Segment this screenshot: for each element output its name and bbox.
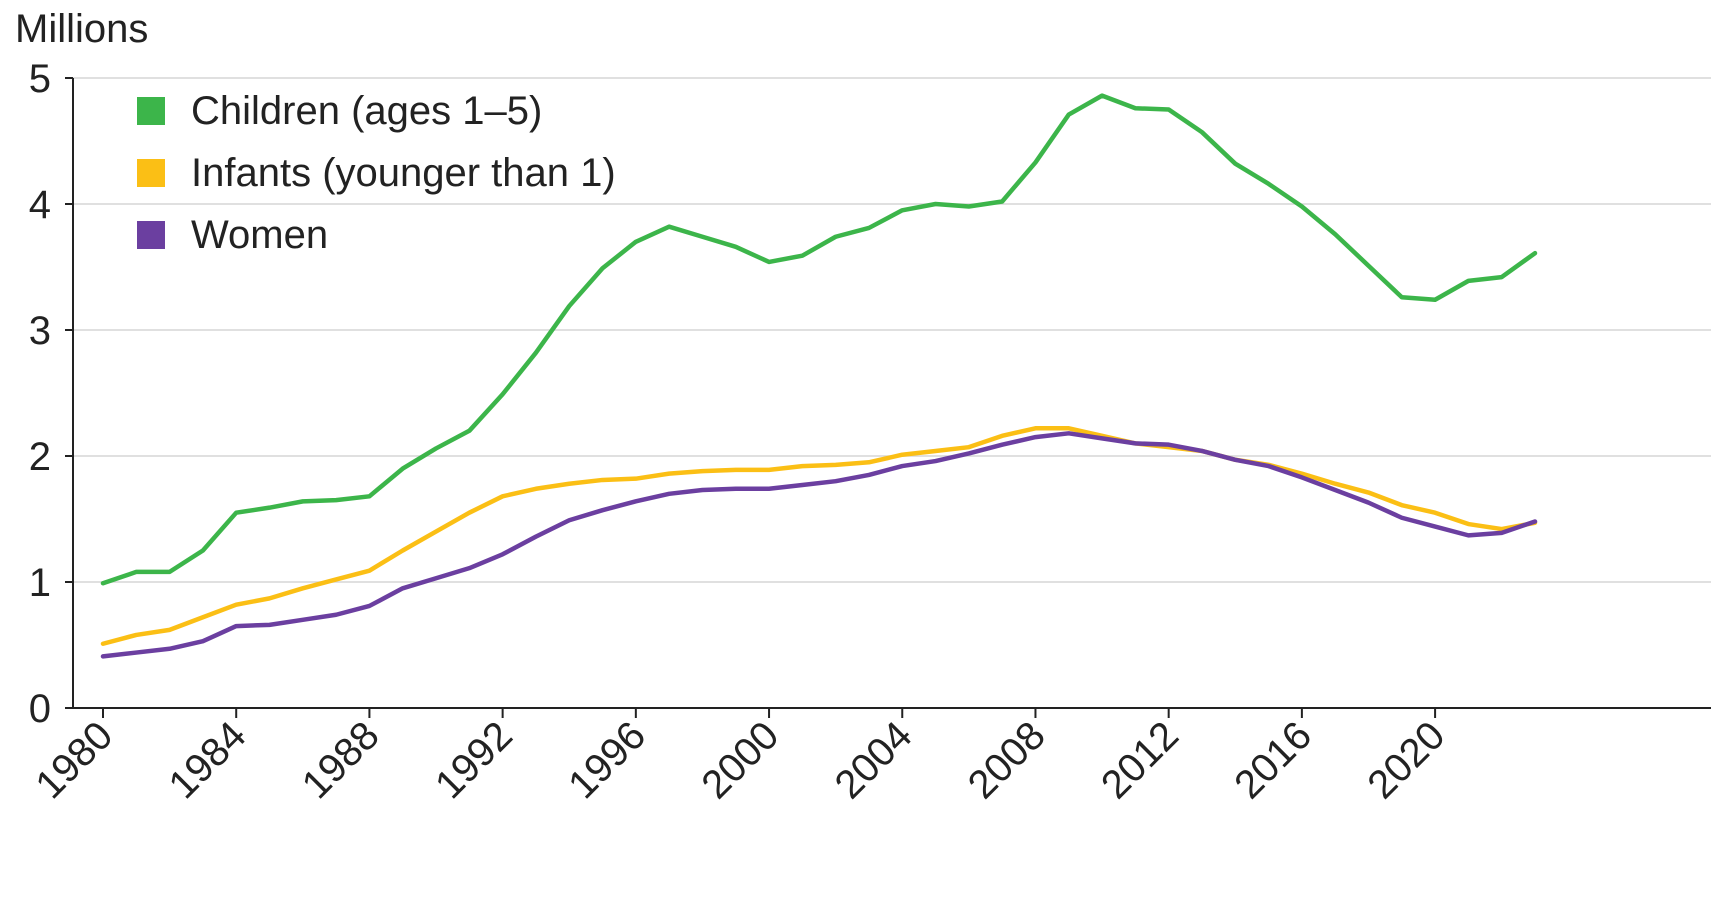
series-lines (100, 93, 1538, 659)
x-tick-label: 2000 (693, 713, 787, 807)
y-tick-label: 0 (29, 687, 51, 731)
legend-swatch-2 (137, 221, 165, 249)
legend-label-0: Children (ages 1–5) (191, 89, 542, 133)
legend-swatch-0 (137, 97, 165, 125)
y-tick-label: 5 (29, 57, 51, 101)
x-tick-label: 2016 (1226, 713, 1320, 807)
legend-label-2: Women (191, 213, 328, 257)
x-tick-label: 2012 (1093, 713, 1187, 807)
x-tick-label: 2004 (827, 713, 921, 807)
x-tick-label: 2020 (1359, 713, 1453, 807)
series-line-0 (100, 93, 1538, 586)
gridlines (73, 77, 1711, 583)
x-tick-label: 2008 (960, 713, 1054, 807)
series-line-1 (100, 426, 1538, 646)
legend-label-1: Infants (younger than 1) (191, 151, 616, 195)
x-tick-label: 1992 (427, 713, 521, 807)
x-tick-label: 1984 (161, 713, 255, 807)
y-tick-label: 1 (29, 561, 51, 605)
legend: Children (ages 1–5) Infants (younger than… (137, 89, 616, 257)
legend-swatch-1 (137, 159, 165, 187)
series-line-2 (100, 431, 1538, 659)
x-tick-label: 1996 (560, 713, 654, 807)
y-axis-unit-label: Millions (15, 7, 148, 51)
x-tick-label: 1988 (294, 713, 388, 807)
y-tick-label: 4 (29, 183, 51, 227)
y-tick-label: 2 (29, 435, 51, 479)
y-tick-label: 3 (29, 309, 51, 353)
